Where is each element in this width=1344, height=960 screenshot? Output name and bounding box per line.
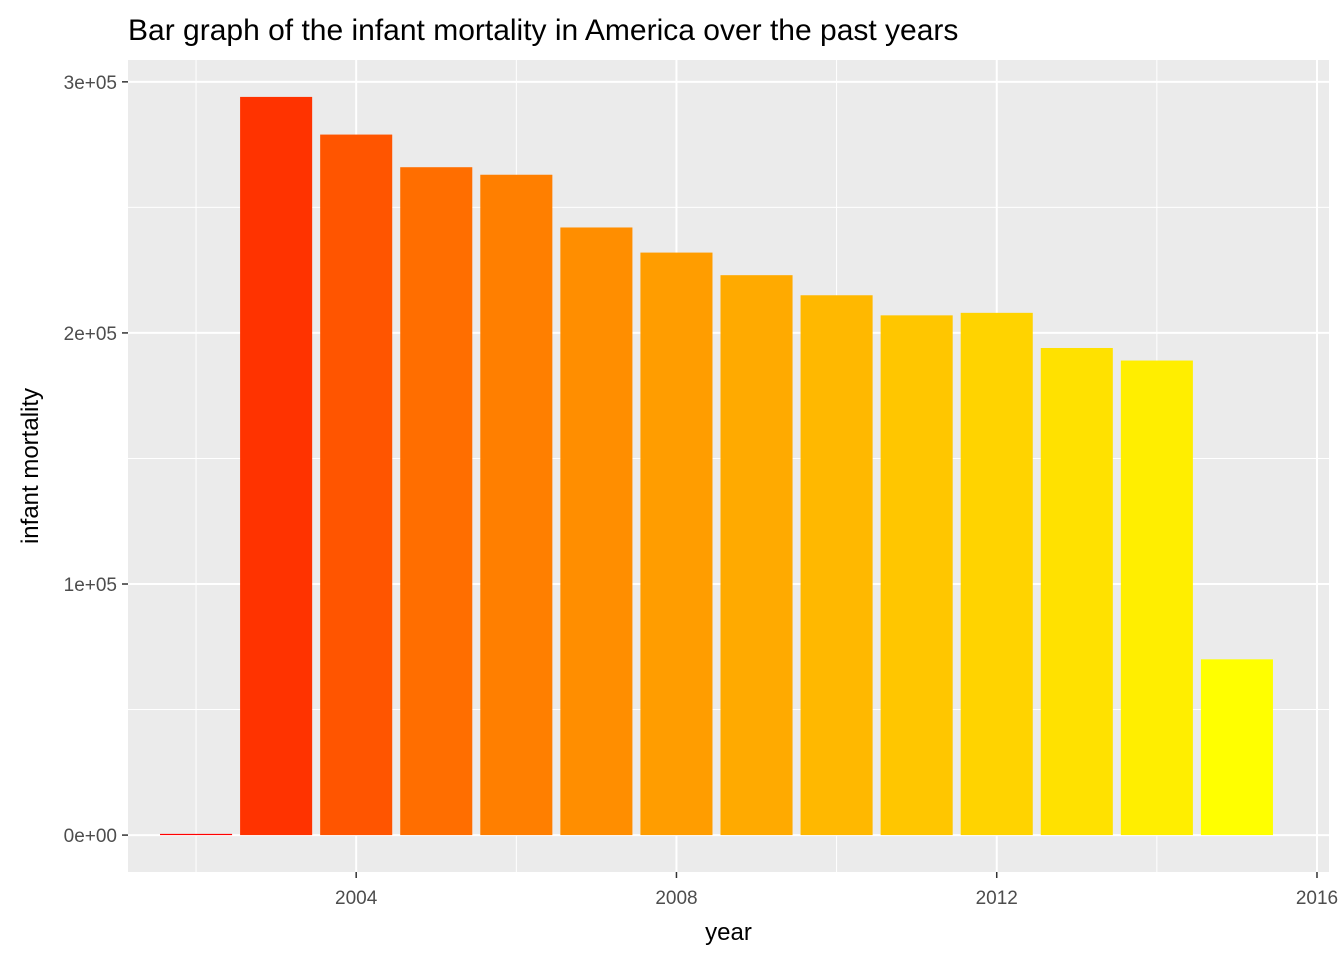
y-axis-title: infant mortality	[17, 388, 44, 544]
bar-2013	[1040, 347, 1113, 836]
bar-2008	[640, 252, 713, 836]
bar-2010	[800, 295, 873, 836]
bar-2005	[400, 167, 473, 836]
y-tick-label: 0e+00	[64, 826, 117, 847]
bar-2011	[880, 315, 953, 836]
x-tick-label: 2016	[1296, 888, 1338, 909]
bar-2009	[720, 275, 793, 836]
bar-2002	[160, 833, 233, 836]
bars-group	[160, 96, 1273, 836]
y-tick-label: 1e+05	[64, 575, 117, 596]
bar-2012	[960, 312, 1033, 836]
bar-2014	[1120, 360, 1193, 836]
x-tick-label: 2004	[335, 888, 378, 909]
x-axis-title: year	[705, 919, 752, 946]
bar-2006	[480, 174, 553, 836]
y-tick-label: 3e+05	[64, 73, 117, 94]
x-tick-label: 2008	[655, 888, 697, 909]
x-tick-label: 2012	[976, 888, 1018, 909]
y-axis: 0e+00 1e+05 2e+05 3e+05	[64, 73, 128, 847]
bar-2015	[1200, 659, 1273, 836]
x-axis: 2004 2008 2012 2016	[335, 872, 1338, 909]
bar-2003	[240, 96, 313, 836]
bar-2004	[320, 134, 393, 836]
chart-title: Bar graph of the infant mortality in Ame…	[128, 14, 958, 47]
y-tick-label: 2e+05	[64, 324, 117, 345]
bar-2007	[560, 227, 633, 836]
